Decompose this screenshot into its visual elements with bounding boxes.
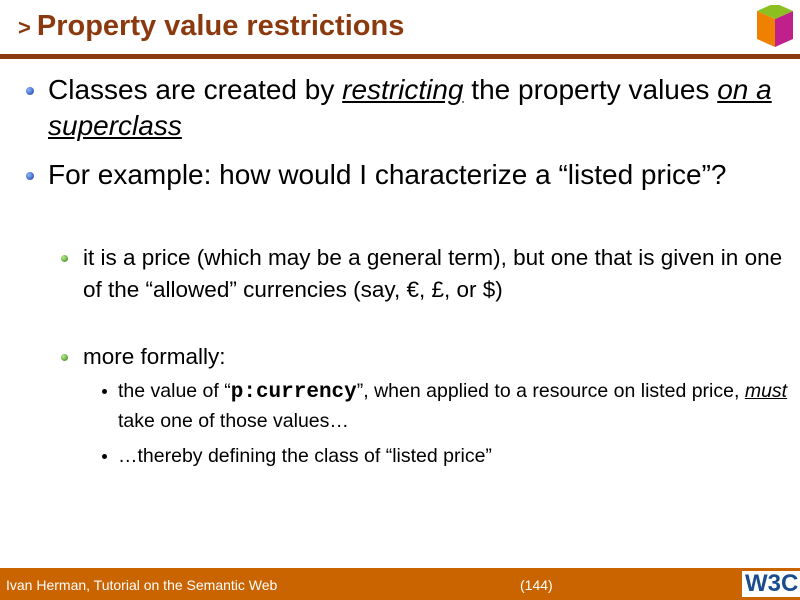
bullet-restricting: Classes are created by restricting the p… [26, 72, 778, 144]
bullet-defining: …thereby defining the class of “listed p… [102, 442, 788, 471]
w3c-logo: W3C [742, 571, 800, 597]
title-divider [0, 54, 800, 59]
semantic-web-cube-logo [757, 5, 793, 47]
bullet-icon [102, 454, 107, 459]
bullet-price: it is a price (which may be a general te… [61, 242, 783, 306]
bullet-formally: more formally: [61, 341, 783, 373]
slide-title: > Property value restrictions [18, 10, 405, 42]
bullet-icon [26, 172, 34, 180]
bullet-example: For example: how would I characterize a … [26, 157, 778, 193]
bullet-currency: the value of “p:currency”, when applied … [102, 377, 788, 436]
bullet-icon [61, 255, 68, 262]
footer-author: Ivan Herman, Tutorial on the Semantic We… [6, 577, 278, 593]
bullet-icon [61, 354, 68, 361]
page-number: (144) [520, 577, 553, 593]
bullet-icon [26, 87, 34, 95]
footer: Ivan Herman, Tutorial on the Semantic We… [0, 568, 800, 600]
bullet-icon [102, 389, 107, 394]
